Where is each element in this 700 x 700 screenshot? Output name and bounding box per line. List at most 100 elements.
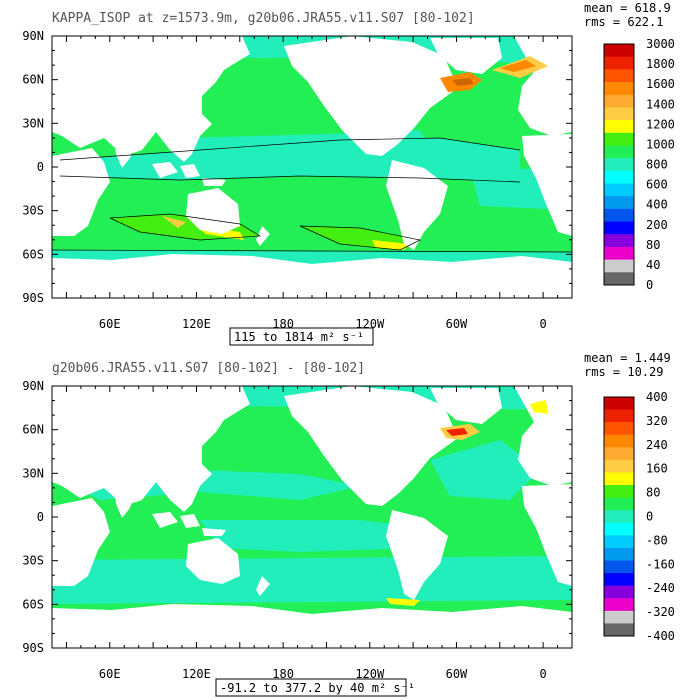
colorbar-swatch xyxy=(604,623,634,637)
colorbar-swatch xyxy=(604,221,634,235)
x-tick-label: 180 xyxy=(272,667,294,681)
panel-title: g20b06.JRA55.v11.S07 [80-102] - [80-102] xyxy=(52,361,365,376)
x-tick-label: 0 xyxy=(539,667,546,681)
colorbar-swatch xyxy=(604,259,634,273)
colorbar-swatch xyxy=(604,56,634,70)
colorbar-swatch xyxy=(604,158,634,172)
range-text: 115 to 1814 m² s⁻¹ xyxy=(234,330,364,344)
colorbar-label: -80 xyxy=(646,533,668,547)
colorbar-swatch xyxy=(604,598,634,612)
colorbar-swatch xyxy=(604,585,634,599)
y-tick-label: 30S xyxy=(22,554,44,568)
map-frame xyxy=(51,35,573,299)
colorbar-swatch xyxy=(604,94,634,108)
colorbar-label: 1400 xyxy=(646,97,675,111)
x-tick-label: 60W xyxy=(446,317,468,331)
colorbar-frame xyxy=(603,43,635,286)
panel-title: KAPPA_ISOP at z=1573.9m, g20b06.JRA55.v1… xyxy=(52,11,475,26)
colorbar-label: 0 xyxy=(646,510,653,524)
map-field xyxy=(52,386,572,648)
colorbar-label: 200 xyxy=(646,218,668,232)
top-panel: KAPPA_ISOP at z=1573.9m, g20b06.JRA55.v1… xyxy=(22,1,675,346)
colorbar-swatch xyxy=(604,196,634,210)
colorbar-swatch xyxy=(604,535,634,549)
colorbar-swatch xyxy=(604,145,634,159)
colorbar-swatch xyxy=(604,170,634,184)
colorbar-swatch xyxy=(604,573,634,586)
colorbar-swatch xyxy=(604,447,634,461)
colorbar-label: 80 xyxy=(646,486,660,500)
colorbar-swatch xyxy=(604,183,634,197)
colorbar-swatch xyxy=(604,459,634,473)
y-tick-label: 0 xyxy=(37,160,44,174)
orange-patch xyxy=(500,60,536,72)
mean-text: mean = 1.449 xyxy=(584,351,671,365)
colorbar-label: 1600 xyxy=(646,77,675,91)
colorbar-swatch xyxy=(604,497,634,511)
colorbar-label: 800 xyxy=(646,158,668,172)
colorbar-frame xyxy=(603,396,635,637)
colorbar: 3000180016001400120010008006004002008040… xyxy=(603,37,675,292)
colorbar-label: 0 xyxy=(646,278,653,292)
yellow-patch xyxy=(372,240,410,250)
colorbar-label: 3000 xyxy=(646,37,675,51)
x-tick-label: 120E xyxy=(182,667,211,681)
cyan-band xyxy=(430,440,540,500)
contour-line xyxy=(109,213,262,241)
y-tick-label: 90N xyxy=(22,379,44,393)
colorbar-swatch xyxy=(604,397,634,410)
map-field xyxy=(52,36,572,298)
colorbar-swatch xyxy=(604,82,634,96)
colorbar-label: 1200 xyxy=(646,117,675,131)
colorbar-swatch xyxy=(604,208,634,222)
y-tick-label: 60S xyxy=(22,597,44,611)
colorbar-label: -160 xyxy=(646,557,675,571)
x-tick-label: 60E xyxy=(99,317,121,331)
red-patch xyxy=(446,428,468,436)
colorbar-swatch xyxy=(604,234,634,248)
y-tick-label: 90N xyxy=(22,29,44,43)
colorbar-label: 600 xyxy=(646,178,668,192)
yellow-patch xyxy=(386,598,420,606)
dark-orange-patch xyxy=(452,78,474,86)
colorbar-label: -320 xyxy=(646,605,675,619)
colorbar-label: 1000 xyxy=(646,137,675,151)
colorbar-label: 160 xyxy=(646,462,668,476)
colorbar-swatch xyxy=(604,409,634,423)
y-tick-label: 90S xyxy=(22,291,44,305)
y-tick-label: 0 xyxy=(37,510,44,524)
colorbar: 400 320 240 160 80 0 -80 -160 -240 -320 -400 xyxy=(603,390,675,643)
cyan-band xyxy=(52,556,572,604)
x-tick-label: 120W xyxy=(355,667,385,681)
y-tick-label: 60N xyxy=(22,73,44,87)
mean-text: mean = 618.9 xyxy=(584,1,671,15)
cyan-band xyxy=(200,520,440,552)
range-text: -91.2 to 377.2 by 40 m² s⁻¹ xyxy=(220,681,415,695)
colorbar-label: -240 xyxy=(646,581,675,595)
y-tick-label: 30S xyxy=(22,204,44,218)
x-tick-label: 60W xyxy=(446,667,468,681)
x-tick-label: 60E xyxy=(99,667,121,681)
colorbar-label: 320 xyxy=(646,414,668,428)
colorbar-swatch xyxy=(604,422,634,436)
bottom-panel: g20b06.JRA55.v11.S07 [80-102] - [80-102]… xyxy=(22,351,675,697)
colorbar-swatch xyxy=(604,120,634,134)
range-box: 115 to 1814 m² s⁻¹ xyxy=(229,327,374,346)
range-box: -91.2 to 377.2 by 40 m² s⁻¹ xyxy=(215,678,415,697)
rms-text: rms = 622.1 xyxy=(584,15,663,29)
contour-line xyxy=(59,175,521,183)
yellow-patch xyxy=(530,400,548,414)
colorbar-label: 240 xyxy=(646,438,668,452)
x-tick-label: 120E xyxy=(182,317,211,331)
x-tick-label: 0 xyxy=(539,317,546,331)
colorbar-swatch xyxy=(604,610,634,624)
colorbar-swatch xyxy=(604,107,634,121)
y-tick-label: 60N xyxy=(22,423,44,437)
colorbar-swatch xyxy=(604,510,634,524)
contour-line xyxy=(59,137,521,161)
y-tick-label: 30N xyxy=(22,116,44,130)
colorbar-swatch xyxy=(604,69,634,83)
colorbar-swatch xyxy=(604,132,634,146)
colorbar-label: 40 xyxy=(646,258,660,272)
